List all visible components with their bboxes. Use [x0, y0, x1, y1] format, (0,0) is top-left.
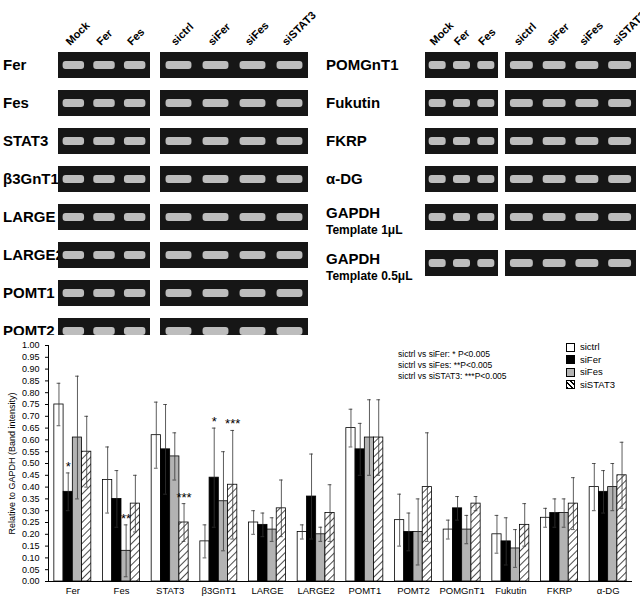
svg-text:GAPDHTemplate 0.5μL: GAPDHTemplate 0.5μL: [326, 250, 412, 283]
html-text:sictrl: sictrl: [580, 341, 600, 352]
svg-text:0.50: 0.50: [22, 458, 40, 468]
svg-text:0.80: 0.80: [22, 388, 40, 398]
svg-text:0.40: 0.40: [22, 482, 40, 492]
svg-text:siSTAT3: siSTAT3: [279, 9, 317, 47]
svg-text:0.30: 0.30: [22, 506, 40, 516]
svg-text:0.90: 0.90: [22, 364, 40, 374]
html-text:sictrl vs siFer: * P<0.005: sictrl vs siFer: * P<0.005: [398, 349, 490, 359]
svg-text:POMT1: POMT1: [348, 585, 381, 596]
svg-text:0.35: 0.35: [22, 494, 40, 504]
svg-text:LARGE2: LARGE2: [3, 246, 64, 263]
svg-text:β3GnT1: β3GnT1: [3, 170, 59, 187]
svg-text:0.00: 0.00: [22, 576, 40, 586]
svg-text:LARGE: LARGE: [251, 585, 283, 596]
svg-text:0.10: 0.10: [22, 553, 40, 563]
svg-text:0.95: 0.95: [22, 352, 40, 362]
html-text:sictrl vs siSTAT3: ***P<0.005: sictrl vs siSTAT3: ***P<0.005: [398, 371, 507, 381]
svg-text:Fes: Fes: [125, 26, 147, 48]
svg-text:0.75: 0.75: [22, 399, 40, 409]
svg-text:*: *: [212, 414, 217, 429]
svg-text:POMGnT1: POMGnT1: [326, 56, 399, 73]
svg-text:POMT2: POMT2: [3, 322, 55, 335]
svg-text:POMT1: POMT1: [3, 284, 55, 301]
svg-text:*: *: [66, 459, 71, 474]
svg-text:siFer: siFer: [205, 20, 233, 48]
svg-text:0.15: 0.15: [22, 541, 40, 551]
svg-text:β3GnT1: β3GnT1: [202, 585, 237, 596]
svg-text:siFer: siFer: [544, 20, 572, 48]
html-text:siSTAT3: siSTAT3: [580, 378, 615, 390]
svg-text:FKRP: FKRP: [326, 132, 367, 149]
svg-text:0.20: 0.20: [22, 529, 40, 539]
svg-text:0.85: 0.85: [22, 376, 40, 386]
svg-text:Mock: Mock: [427, 18, 456, 47]
svg-text:Fukutin: Fukutin: [495, 585, 526, 596]
svg-text:Fer: Fer: [451, 26, 472, 47]
svg-text:Fes: Fes: [114, 585, 130, 596]
svg-text:siFes: siFes: [242, 19, 270, 47]
svg-text:0.05: 0.05: [22, 565, 40, 575]
svg-text:0.55: 0.55: [22, 447, 40, 457]
svg-text:Fer: Fer: [94, 26, 115, 47]
svg-text:sictrl: sictrl: [511, 20, 538, 47]
svg-text:0.25: 0.25: [22, 517, 40, 527]
html-text:siFer: siFer: [580, 353, 602, 365]
svg-text:FKRP: FKRP: [547, 585, 572, 596]
svg-text:***: ***: [225, 416, 240, 431]
svg-text:Fer: Fer: [66, 585, 80, 596]
svg-text:0.45: 0.45: [22, 470, 40, 480]
html-text:siFes: siFes: [580, 366, 603, 377]
svg-text:GAPDHTemplate 1μL: GAPDHTemplate 1μL: [326, 204, 402, 237]
svg-text:0.60: 0.60: [22, 435, 40, 445]
svg-text:LARGE: LARGE: [3, 208, 56, 225]
svg-text:STAT3: STAT3: [3, 132, 48, 149]
svg-text:Fes: Fes: [476, 26, 498, 48]
svg-text:**: **: [121, 511, 131, 526]
html-text:sictrl vs siFes: **P<0.005: sictrl vs siFes: **P<0.005: [398, 360, 493, 370]
svg-text:α-DG: α-DG: [597, 585, 620, 596]
svg-text:***: ***: [176, 490, 191, 505]
svg-text:0.65: 0.65: [22, 423, 40, 433]
svg-text:Relative to GAPDH (Band intens: Relative to GAPDH (Band intensity): [7, 392, 17, 534]
svg-text:Fes: Fes: [3, 94, 29, 111]
svg-text:Mock: Mock: [63, 18, 92, 47]
svg-text:1.00: 1.00: [22, 340, 40, 350]
svg-text:Fer: Fer: [3, 56, 27, 73]
svg-text:0.70: 0.70: [22, 411, 40, 421]
svg-text:POMT2: POMT2: [397, 585, 430, 596]
svg-text:Fukutin: Fukutin: [326, 94, 380, 111]
svg-text:LARGE2: LARGE2: [297, 585, 335, 596]
svg-text:sictrl: sictrl: [168, 20, 195, 47]
svg-text:α-DG: α-DG: [326, 170, 363, 187]
svg-text:POMGnT1: POMGnT1: [439, 585, 484, 596]
svg-text:siSTAT3: siSTAT3: [610, 9, 640, 47]
svg-text:siFes: siFes: [577, 19, 605, 47]
svg-text:STAT3: STAT3: [156, 585, 184, 596]
